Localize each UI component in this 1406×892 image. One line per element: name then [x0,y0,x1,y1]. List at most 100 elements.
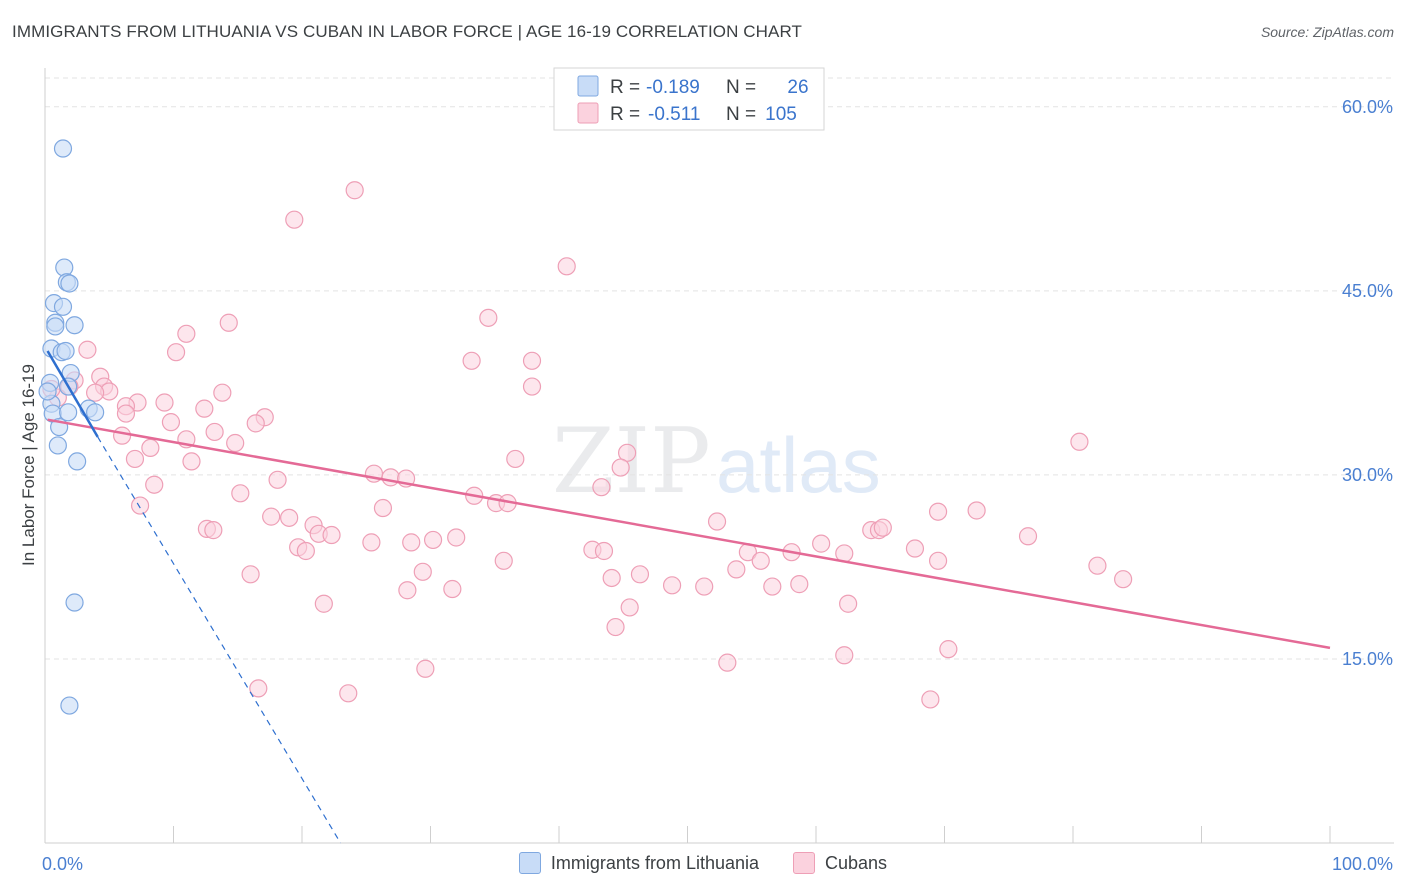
y-tick-label: 30.0% [1342,465,1393,485]
cubans-point [373,498,393,518]
cubans-point [873,518,892,537]
cubans-point [939,640,958,659]
cubans-point [620,598,639,617]
cubans-point [506,449,525,469]
watermark-zip: ZIP [552,409,711,514]
cubans-point [522,351,542,370]
cubans-point [447,528,466,547]
trend-lines [46,350,1331,844]
source-label: Source: ZipAtlas.com [1260,24,1394,40]
cubans-point [381,468,400,487]
cubans-point [594,541,614,561]
lithuania-point [55,258,74,277]
lithuania-point [59,403,78,422]
cubans-point [398,581,417,600]
cubans-point [166,343,186,362]
cubans-point [125,449,145,469]
cubans-point [611,458,630,477]
cubans-point [241,565,260,584]
cubans-point [718,653,737,672]
cubans-point [362,533,381,552]
cubans-point [462,351,481,370]
cubans-point [177,324,196,343]
legend-top: R = -0.189 N = 26 R = -0.511 N = 105 [553,67,825,131]
lithuania-trend-line [46,350,99,438]
legend-r-label-1: R = [610,77,640,98]
cubans-point [155,393,174,412]
cubans-point [522,377,542,396]
lithuania-point [65,316,84,335]
cubans-point [1114,570,1133,589]
lithuania-point [53,139,73,158]
cubans-point [928,551,948,570]
cubans-point [262,507,281,526]
cubans-point [606,617,625,637]
legend-swatch-lithuania [518,852,541,874]
legend-swatch-cubans [793,852,816,874]
legend-label-lithuania: Immigrants from Lithuania [550,852,760,873]
lithuania-point [48,436,67,455]
lithuania-point [86,403,105,422]
y-axis-label: In Labor Force | Age 16-19 [19,364,38,566]
legend-item-cubans: Cubans [793,852,887,874]
cubans-point [413,562,432,581]
cubans-point [763,577,782,596]
lithuania-point [60,274,79,293]
cubans-point [145,475,164,494]
legend-r-label-2: R = [610,104,640,125]
y-tick-label: 60.0% [1342,97,1393,117]
cubans-point [695,577,714,596]
lithuania-trend-dashed [97,436,342,844]
cubans-point [1088,556,1107,575]
cubans-point [345,181,364,200]
cubans-trend-line [47,418,1331,650]
cubans-point [662,576,682,595]
cubans-point [213,383,232,402]
cubans-point [727,560,746,579]
cubans-point [141,438,160,458]
x-tick-label-max: 100.0% [1332,854,1393,874]
cubans-point [182,452,201,471]
cubans-point [479,308,498,327]
cubans-point [226,433,245,453]
x-tick-label-min: 0.0% [42,854,83,874]
cubans-point [285,210,304,229]
cubans-point [630,565,650,584]
cubans-point [130,496,150,515]
cubans-point [790,575,809,594]
cubans-point [928,502,948,521]
x-tick-labels: 0.0% 100.0% [42,854,1393,874]
legend-swatch-blue [577,75,599,97]
cubans-point [231,484,250,503]
watermark-atlas: atlas [716,421,881,509]
cubans-point [967,501,986,520]
cubans-point [249,679,268,698]
cubans-point [443,579,462,599]
legend-r-value-2: -0.511 [648,104,700,125]
legend-n-label-2: N = [726,104,756,125]
lithuania-point [60,696,79,715]
cubans-point [602,568,621,588]
series-lithuania [38,139,105,715]
cubans-point [195,399,214,418]
chart-title: IMMIGRANTS FROM LITHUANIA VS CUBAN IN LA… [12,22,803,41]
y-tick-labels: 15.0% 30.0% 45.0% 60.0% [1342,97,1393,669]
cubans-point [246,414,265,433]
y-tick-label: 15.0% [1342,649,1393,669]
cubans-point [322,525,341,545]
cubans-point [219,313,238,332]
cubans-point [268,470,287,489]
cubans-point [751,551,770,570]
cubans-point [86,383,105,402]
lithuania-point [46,317,65,336]
cubans-point [1070,432,1089,451]
legend-n-value-2: 105 [765,104,797,125]
cubans-point [296,541,315,561]
legend-r-value-1: -0.189 [646,77,700,98]
axes [44,68,1394,844]
cubans-point [839,594,858,613]
cubans-point [116,404,136,423]
cubans-point [423,530,443,550]
cubans-point [314,594,333,613]
